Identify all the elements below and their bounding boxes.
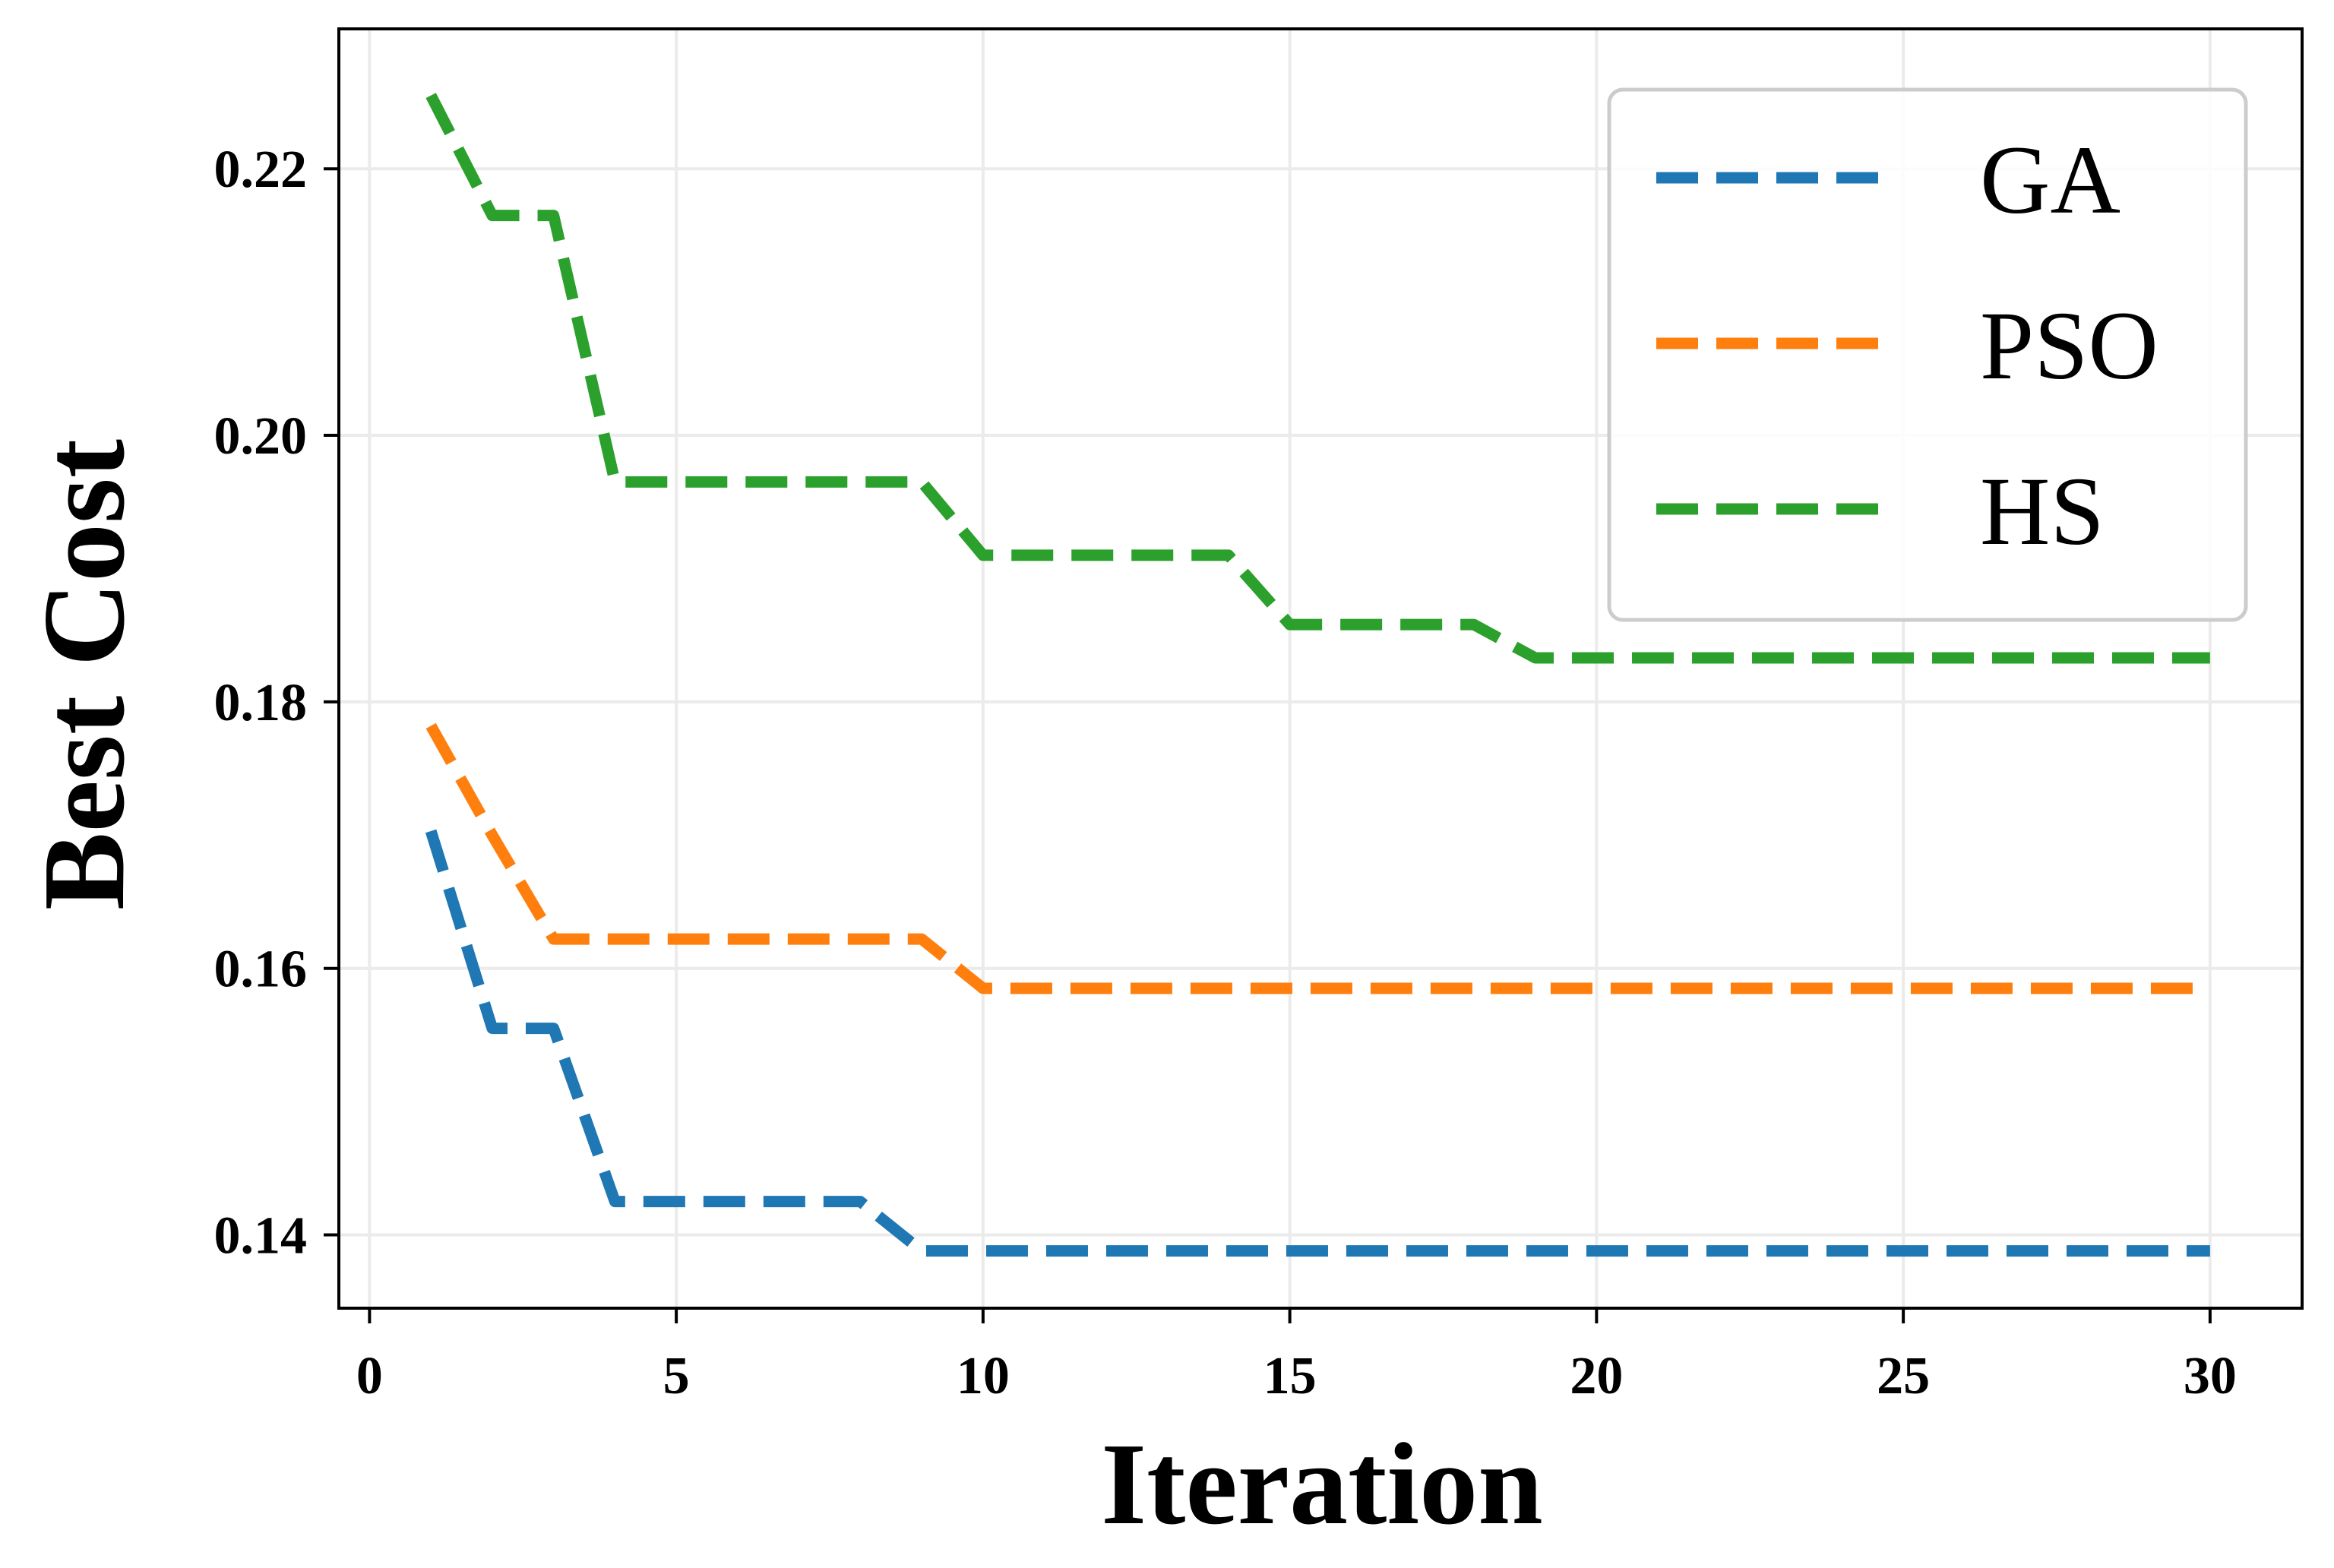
- x-tick-label: 10: [957, 1347, 1010, 1405]
- series-line-pso: [425, 722, 2210, 994]
- legend-frame: [1607, 87, 2248, 622]
- y-tick-label: 0.22: [214, 141, 308, 199]
- legend-label-ga: GA: [1980, 126, 2121, 234]
- series-line-ga: [425, 829, 2210, 1257]
- y-tick-label: 0.14: [214, 1207, 308, 1266]
- axis-ticks: 0 5 10 15 20 25 30 0.14 0.16 0.18 0.20 0.22: [214, 141, 2237, 1405]
- legend-label-pso: PSO: [1980, 292, 2158, 400]
- x-tick-label: 20: [1570, 1347, 1623, 1405]
- x-axis-title: Iteration: [1101, 1420, 1543, 1549]
- series-line-hs: [425, 93, 2210, 664]
- x-tick-label: 30: [2184, 1347, 2237, 1405]
- x-tick-label: 15: [1263, 1347, 1317, 1405]
- y-tick-label: 0.20: [214, 407, 308, 466]
- legend: GA PSO HS: [1607, 87, 2248, 622]
- series-lines: [425, 93, 2210, 1257]
- y-tick-label: 0.18: [214, 674, 308, 732]
- y-tick-label: 0.16: [214, 940, 308, 999]
- x-tick-label: 25: [1877, 1347, 1930, 1405]
- series-hs: [425, 93, 2210, 664]
- x-tick-label: 0: [356, 1347, 383, 1405]
- plot-frame: [337, 27, 2304, 1310]
- x-tick-label: 5: [663, 1347, 690, 1405]
- legend-label-hs: HS: [1980, 457, 2105, 565]
- series-ga: [425, 829, 2210, 1257]
- y-axis-title: Best Cost: [20, 439, 149, 910]
- series-pso: [425, 722, 2210, 994]
